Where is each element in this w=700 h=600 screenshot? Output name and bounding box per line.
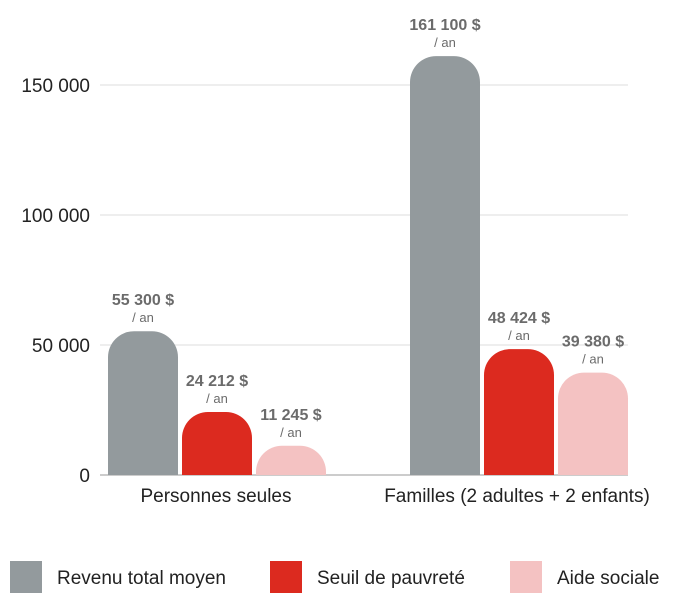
bar — [256, 445, 326, 475]
y-tick-label: 150 000 — [21, 76, 90, 97]
data-label: 39 380 $ — [562, 334, 624, 351]
data-label: 55 300 $ — [112, 292, 174, 309]
legend-swatch — [10, 561, 42, 593]
data-label-unit: / an — [508, 328, 530, 343]
bar — [182, 412, 252, 475]
y-tick-label: 0 — [79, 466, 90, 487]
data-label-unit: / an — [280, 425, 302, 440]
legend-swatch — [270, 561, 302, 593]
data-label: 11 245 $ — [260, 407, 322, 424]
bar — [484, 349, 554, 475]
data-label-unit: / an — [434, 35, 456, 50]
legend-swatch — [510, 561, 542, 593]
data-label-unit: / an — [582, 352, 604, 367]
data-label: 161 100 $ — [409, 17, 480, 34]
data-label-unit: / an — [132, 310, 154, 325]
legend-label: Seuil de pauvreté — [317, 568, 465, 589]
y-tick-label: 50 000 — [32, 336, 90, 357]
data-label: 48 424 $ — [488, 310, 550, 327]
data-label-unit: / an — [206, 391, 228, 406]
bar — [558, 372, 628, 475]
legend-label: Revenu total moyen — [57, 568, 226, 589]
bar — [108, 331, 178, 475]
x-category-label: Personnes seules — [140, 486, 291, 507]
bar — [410, 56, 480, 475]
x-category-label: Familles (2 adultes + 2 enfants) — [384, 486, 650, 507]
legend-label: Aide sociale — [557, 568, 659, 589]
data-label: 24 212 $ — [186, 373, 248, 390]
y-tick-label: 100 000 — [21, 206, 90, 227]
